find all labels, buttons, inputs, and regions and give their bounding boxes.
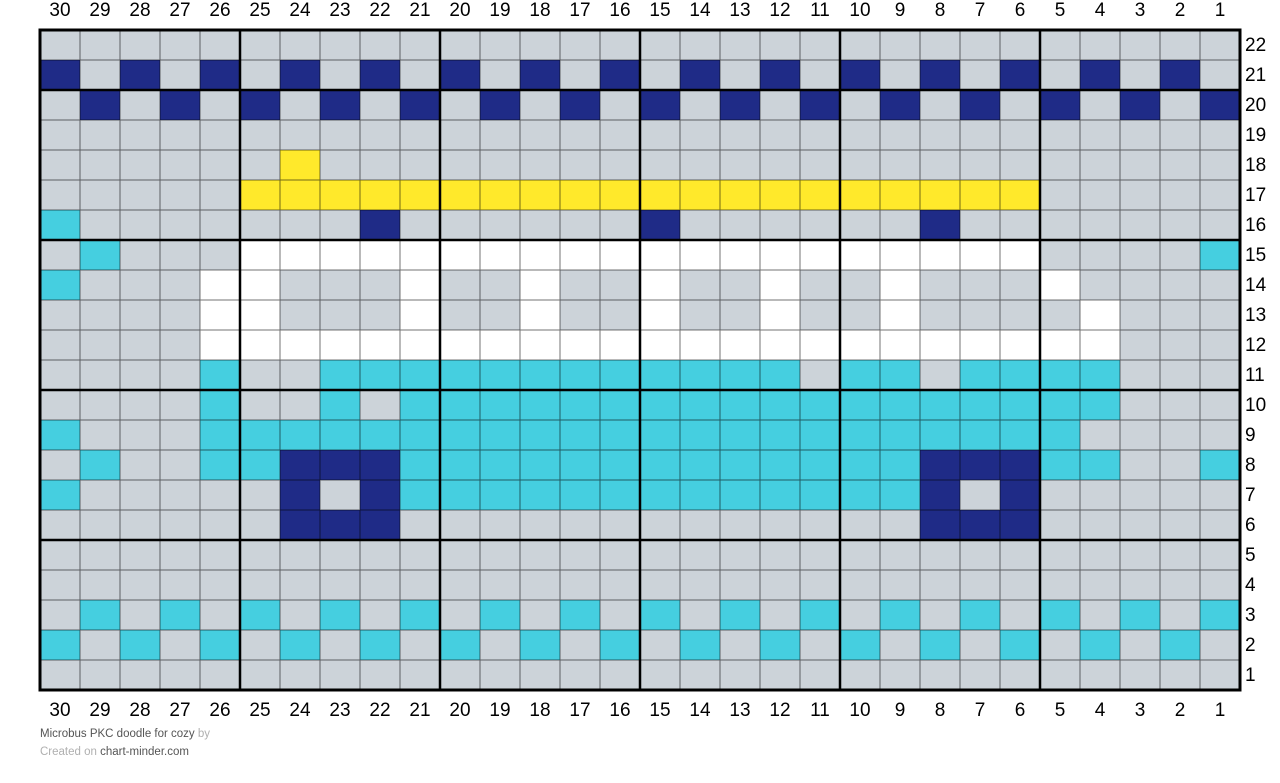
svg-text:6: 6 xyxy=(1015,700,1026,721)
svg-text:20: 20 xyxy=(1245,95,1266,116)
svg-text:13: 13 xyxy=(729,700,750,721)
svg-text:10: 10 xyxy=(1245,395,1266,416)
svg-text:5: 5 xyxy=(1055,0,1066,21)
svg-text:28: 28 xyxy=(129,700,150,721)
svg-text:6: 6 xyxy=(1015,0,1026,21)
svg-text:26: 26 xyxy=(209,700,230,721)
svg-text:8: 8 xyxy=(1245,455,1256,476)
svg-text:30: 30 xyxy=(49,700,70,721)
svg-text:11: 11 xyxy=(1245,365,1265,386)
svg-text:10: 10 xyxy=(849,700,870,721)
svg-text:9: 9 xyxy=(1245,425,1256,446)
svg-text:15: 15 xyxy=(649,0,670,21)
svg-text:15: 15 xyxy=(1245,245,1266,266)
svg-text:12: 12 xyxy=(1245,335,1266,356)
svg-text:22: 22 xyxy=(369,0,390,21)
svg-text:6: 6 xyxy=(1245,515,1256,536)
svg-text:29: 29 xyxy=(89,700,110,721)
svg-text:17: 17 xyxy=(569,700,590,721)
svg-text:4: 4 xyxy=(1095,700,1106,721)
svg-text:Microbus PKC doodle for cozy b: Microbus PKC doodle for cozy by xyxy=(40,728,210,740)
svg-text:13: 13 xyxy=(1245,305,1266,326)
svg-text:16: 16 xyxy=(609,0,630,21)
svg-text:30: 30 xyxy=(49,0,70,21)
svg-text:27: 27 xyxy=(169,0,190,21)
svg-text:21: 21 xyxy=(409,700,430,721)
svg-text:9: 9 xyxy=(895,0,906,21)
svg-text:3: 3 xyxy=(1135,700,1146,721)
svg-text:5: 5 xyxy=(1245,545,1256,566)
svg-text:16: 16 xyxy=(609,700,630,721)
svg-text:19: 19 xyxy=(489,0,510,21)
svg-text:22: 22 xyxy=(369,700,390,721)
svg-text:2: 2 xyxy=(1175,0,1186,21)
svg-text:5: 5 xyxy=(1055,700,1066,721)
svg-text:12: 12 xyxy=(769,700,790,721)
svg-text:16: 16 xyxy=(1245,215,1266,236)
svg-text:22: 22 xyxy=(1245,35,1266,56)
svg-text:9: 9 xyxy=(895,700,906,721)
svg-text:10: 10 xyxy=(849,0,870,21)
svg-text:25: 25 xyxy=(249,700,270,721)
svg-text:29: 29 xyxy=(89,0,110,21)
svg-text:2: 2 xyxy=(1175,700,1186,721)
svg-text:13: 13 xyxy=(729,0,750,21)
svg-text:1: 1 xyxy=(1215,0,1226,21)
svg-text:18: 18 xyxy=(529,0,550,21)
svg-text:21: 21 xyxy=(1245,65,1266,86)
svg-text:4: 4 xyxy=(1245,575,1256,596)
svg-text:28: 28 xyxy=(129,0,150,21)
svg-text:1: 1 xyxy=(1245,665,1256,686)
svg-text:7: 7 xyxy=(1245,485,1256,506)
svg-text:24: 24 xyxy=(289,0,311,21)
svg-text:2: 2 xyxy=(1245,635,1256,656)
svg-text:3: 3 xyxy=(1245,605,1256,626)
svg-text:17: 17 xyxy=(1245,185,1266,206)
svg-text:17: 17 xyxy=(569,0,590,21)
svg-text:21: 21 xyxy=(409,0,430,21)
svg-text:18: 18 xyxy=(529,700,550,721)
svg-text:14: 14 xyxy=(689,700,711,721)
svg-text:8: 8 xyxy=(935,0,946,21)
svg-text:11: 11 xyxy=(810,0,830,21)
svg-text:23: 23 xyxy=(329,0,350,21)
svg-text:24: 24 xyxy=(289,700,311,721)
svg-text:18: 18 xyxy=(1245,155,1266,176)
svg-text:1: 1 xyxy=(1215,700,1226,721)
svg-text:19: 19 xyxy=(1245,125,1266,146)
svg-text:23: 23 xyxy=(329,700,350,721)
svg-text:3: 3 xyxy=(1135,0,1146,21)
svg-text:12: 12 xyxy=(769,0,790,21)
svg-text:4: 4 xyxy=(1095,0,1106,21)
svg-text:20: 20 xyxy=(449,0,470,21)
svg-text:11: 11 xyxy=(810,700,830,721)
svg-text:19: 19 xyxy=(489,700,510,721)
svg-text:26: 26 xyxy=(209,0,230,21)
svg-text:25: 25 xyxy=(249,0,270,21)
svg-text:8: 8 xyxy=(935,700,946,721)
svg-text:14: 14 xyxy=(1245,275,1267,296)
svg-text:Created on chart-minder.com: Created on chart-minder.com xyxy=(40,746,189,758)
svg-text:14: 14 xyxy=(689,0,711,21)
svg-text:20: 20 xyxy=(449,700,470,721)
svg-text:7: 7 xyxy=(975,0,986,21)
svg-text:15: 15 xyxy=(649,700,670,721)
svg-text:27: 27 xyxy=(169,700,190,721)
svg-text:7: 7 xyxy=(975,700,986,721)
